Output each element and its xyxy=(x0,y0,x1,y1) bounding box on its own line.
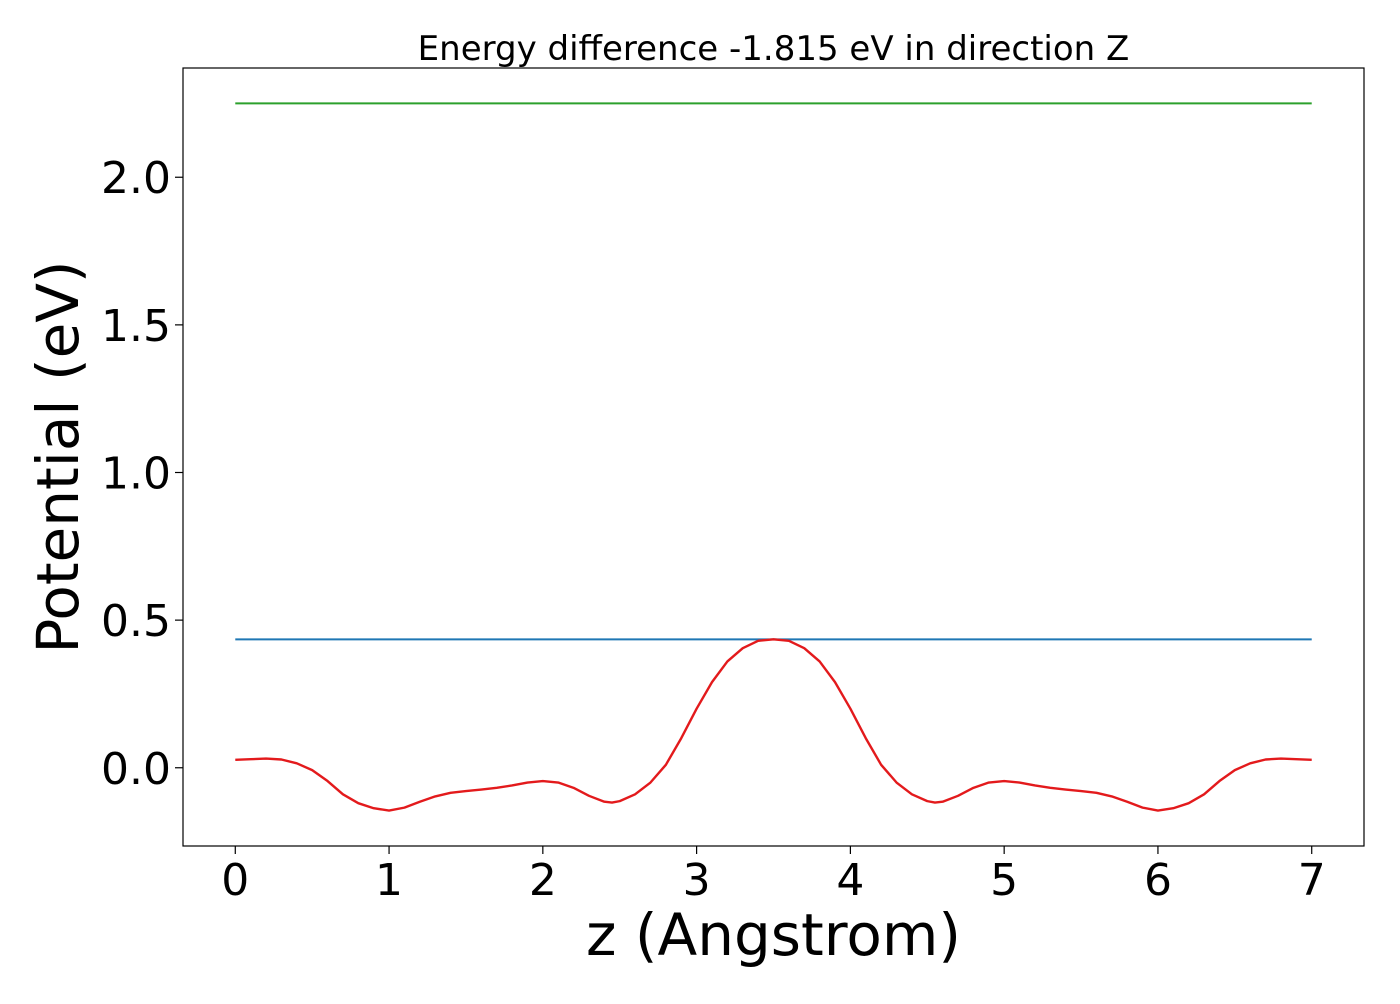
x-tick-label: 5 xyxy=(990,855,1018,906)
y-tick-label: 1.5 xyxy=(101,301,171,352)
y-axis-label: Potential (eV) xyxy=(24,260,92,653)
x-axis-ticks: 0 1 2 3 4 5 6 7 xyxy=(221,846,1326,906)
y-tick-label: 0.5 xyxy=(101,596,171,647)
y-tick-label: 2.0 xyxy=(101,153,171,204)
plot-area-frame xyxy=(182,67,1365,847)
x-tick-label: 1 xyxy=(375,855,403,906)
x-tick-label: 6 xyxy=(1144,855,1172,906)
y-axis-ticks: 0.0 0.5 1.0 1.5 2.0 xyxy=(101,153,183,795)
x-tick-label: 2 xyxy=(529,855,557,906)
x-tick-label: 7 xyxy=(1298,855,1326,906)
y-tick-label: 1.0 xyxy=(101,449,171,500)
y-tick-label: 0.0 xyxy=(101,744,171,795)
potential-curve-line xyxy=(235,638,1312,812)
chart-title: Energy difference -1.815 eV in direction… xyxy=(418,29,1130,69)
x-tick-label: 3 xyxy=(683,855,711,906)
series-layer xyxy=(235,102,1312,812)
x-axis-label: z (Angstrom) xyxy=(586,901,961,969)
x-tick-label: 4 xyxy=(836,855,864,906)
x-tick-label: 0 xyxy=(221,855,249,906)
